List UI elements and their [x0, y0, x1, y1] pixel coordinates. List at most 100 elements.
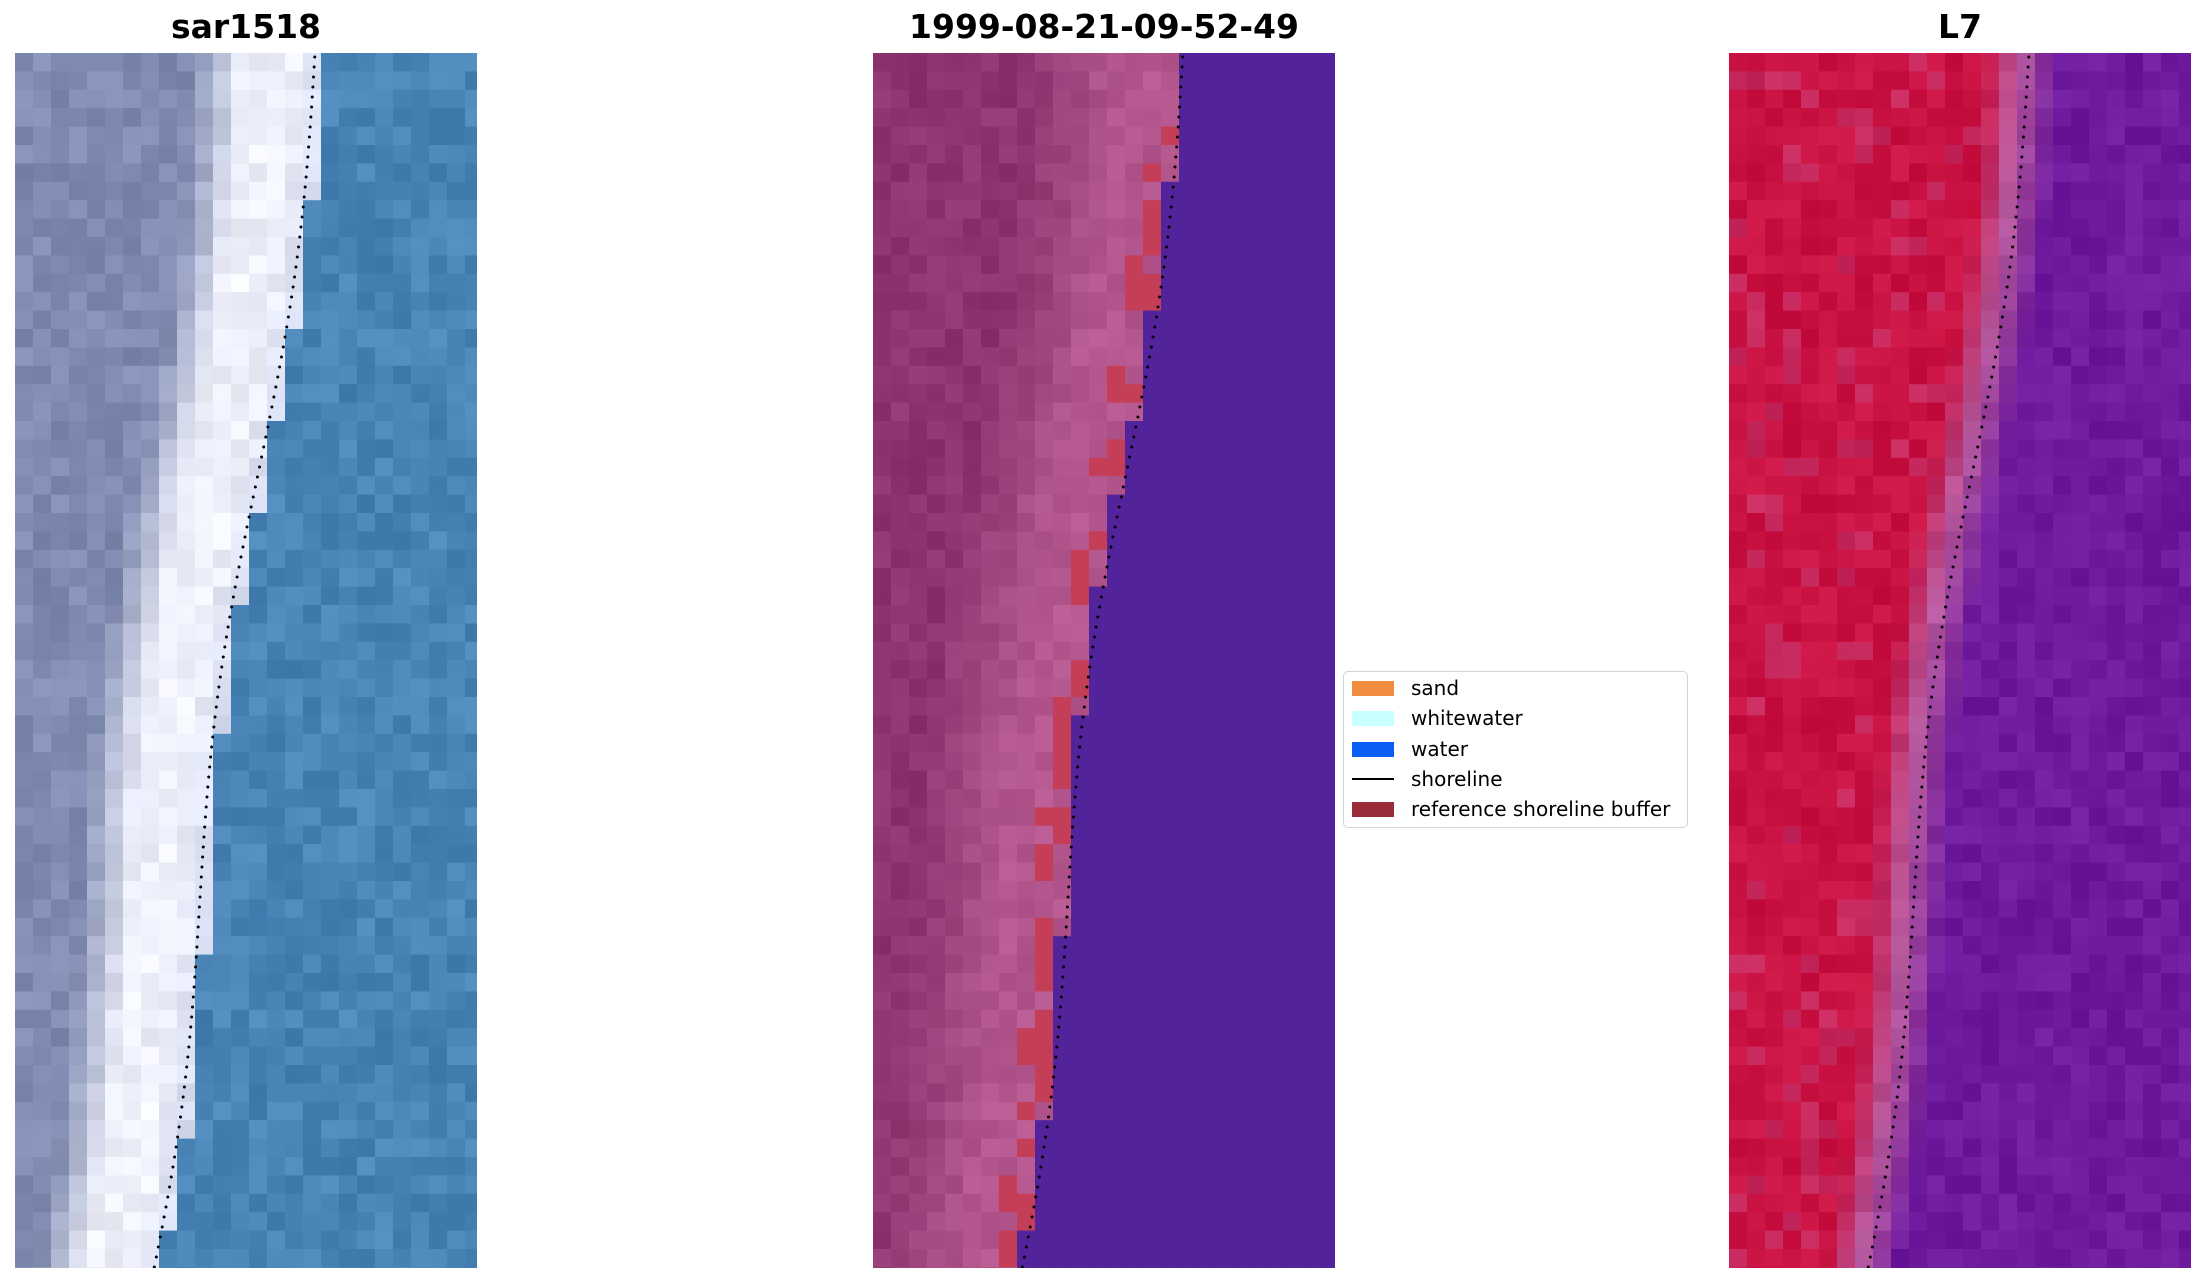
image-pixel — [141, 494, 160, 514]
image-pixel — [1161, 862, 1180, 882]
image-pixel — [2035, 384, 2054, 404]
image-pixel — [1017, 145, 1036, 164]
image-pixel — [231, 973, 250, 992]
image-pixel — [2161, 789, 2180, 808]
image-pixel — [1179, 494, 1198, 514]
image-pixel — [339, 936, 358, 956]
image-pixel — [267, 715, 286, 735]
image-pixel — [69, 586, 88, 606]
image-pixel — [1783, 71, 1802, 91]
shoreline-dot — [1060, 985, 1064, 989]
image-pixel — [1891, 678, 1910, 698]
image-pixel — [321, 1157, 340, 1176]
image-pixel — [981, 568, 1000, 588]
image-pixel — [1855, 292, 1874, 312]
image-pixel — [1873, 494, 1892, 514]
image-pixel — [177, 513, 196, 532]
image-pixel — [1053, 347, 1072, 367]
image-pixel — [1323, 255, 1335, 275]
image-pixel — [213, 973, 232, 992]
shoreline-dot — [239, 555, 243, 559]
image-pixel — [375, 329, 394, 348]
image-pixel — [1819, 255, 1838, 275]
image-pixel — [1873, 586, 1892, 606]
image-pixel — [1783, 917, 1802, 937]
image-pixel — [1017, 697, 1036, 716]
image-pixel — [1747, 623, 1766, 643]
image-pixel — [105, 494, 124, 514]
image-pixel — [1107, 660, 1126, 680]
image-pixel — [1963, 89, 1982, 109]
image-pixel — [1269, 292, 1288, 312]
image-pixel — [1233, 494, 1252, 514]
image-pixel — [393, 973, 412, 992]
image-pixel — [1035, 365, 1054, 385]
image-pixel — [123, 752, 142, 772]
image-pixel — [1179, 402, 1198, 422]
image-pixel — [51, 789, 70, 808]
image-pixel — [1927, 844, 1946, 864]
image-pixel — [909, 954, 928, 974]
image-pixel — [1747, 329, 1766, 348]
image-pixel — [1035, 1267, 1054, 1268]
shoreline-dot — [187, 1045, 191, 1049]
image-pixel — [2125, 899, 2144, 919]
shoreline-dot — [1054, 1055, 1058, 1059]
image-pixel — [1855, 549, 1874, 569]
image-pixel — [1801, 218, 1820, 238]
image-pixel — [2017, 789, 2036, 808]
image-pixel — [981, 292, 1000, 312]
image-pixel — [945, 605, 964, 624]
image-pixel — [123, 1101, 142, 1121]
image-pixel — [1287, 715, 1306, 735]
image-pixel — [231, 218, 250, 238]
image-pixel — [357, 1009, 376, 1029]
image-pixel — [1323, 1046, 1335, 1066]
image-pixel — [51, 89, 70, 109]
image-pixel — [2107, 421, 2126, 440]
image-pixel — [2125, 402, 2144, 422]
image-pixel — [249, 237, 268, 256]
image-pixel — [909, 402, 928, 422]
image-pixel — [51, 1046, 70, 1066]
image-pixel — [2179, 71, 2191, 91]
image-pixel — [465, 1193, 477, 1213]
image-pixel — [1873, 255, 1892, 275]
image-pixel — [2107, 660, 2126, 680]
shoreline-dot — [1096, 615, 1100, 619]
image-pixel — [891, 1212, 910, 1232]
image-pixel — [1107, 421, 1126, 440]
image-pixel — [1729, 329, 1748, 348]
image-pixel — [1323, 439, 1335, 459]
image-pixel — [33, 1193, 52, 1213]
image-pixel — [945, 1028, 964, 1048]
image-pixel — [123, 1230, 142, 1250]
image-pixel — [267, 218, 286, 238]
image-pixel — [1287, 1028, 1306, 1048]
image-pixel — [1747, 384, 1766, 404]
image-pixel — [15, 145, 34, 164]
image-pixel — [2035, 605, 2054, 624]
image-pixel — [105, 255, 124, 275]
image-pixel — [873, 1249, 892, 1268]
image-pixel — [1143, 899, 1162, 919]
image-pixel — [1017, 678, 1036, 698]
image-pixel — [1981, 586, 2000, 606]
image-pixel — [945, 476, 964, 496]
image-pixel — [1053, 807, 1072, 827]
image-pixel — [303, 954, 322, 974]
image-pixel — [87, 329, 106, 348]
image-pixel — [1269, 586, 1288, 606]
image-pixel — [375, 53, 394, 72]
image-pixel — [2035, 255, 2054, 275]
image-pixel — [303, 292, 322, 312]
image-pixel — [2107, 568, 2126, 588]
image-pixel — [1909, 163, 1928, 183]
image-pixel — [1107, 347, 1126, 367]
image-pixel — [1233, 881, 1252, 900]
image-pixel — [447, 384, 466, 404]
image-pixel — [1107, 494, 1126, 514]
image-pixel — [339, 568, 358, 588]
image-pixel — [963, 439, 982, 459]
image-pixel — [285, 457, 304, 477]
